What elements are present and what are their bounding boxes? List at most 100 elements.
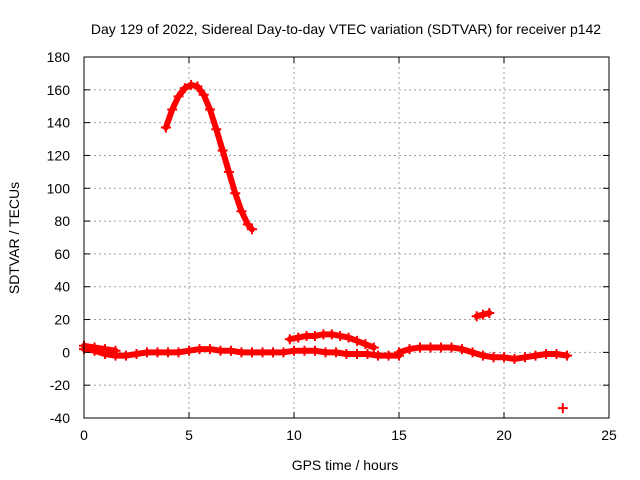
y-tick-label: 60 [54,246,70,262]
data-point [236,206,247,217]
y-tick-label: 120 [47,147,71,163]
data-point [198,89,209,100]
data-point [289,345,299,356]
series-arc-7 [488,349,572,364]
data-point [215,345,226,356]
series-trace [396,344,497,361]
data-point [284,334,295,345]
series-arc-2 [79,340,121,356]
y-tick-label: -40 [50,410,70,426]
data-point [520,352,530,363]
y-tick-label: 180 [47,49,71,65]
data-point [167,104,178,115]
data-point [173,347,184,358]
data-point [223,166,234,177]
x-tick-label: 20 [496,427,512,443]
data-point [467,347,478,358]
data-point [226,345,236,356]
data-point [160,122,171,133]
data-point [436,342,446,353]
series-arc-6 [471,307,495,322]
data-point [257,347,268,358]
data-point [278,347,289,358]
data-point [478,350,488,361]
plot-frame [83,56,610,419]
data-point [509,353,520,364]
data-point [192,81,203,92]
data-point [293,332,304,343]
y-tick-label: 0 [62,344,70,360]
data-point [341,349,352,360]
ticks: -40 -20 0 20 40 60 80 100 120 140 160 180 0 5 10 15 20 25 [47,49,617,443]
data-point [186,79,197,90]
x-tick-label: 10 [286,427,302,443]
data-layer [79,79,572,414]
data-point [488,352,499,363]
x-tick-label: 5 [185,427,193,443]
data-point [205,104,215,115]
series-arc-5 [394,342,499,363]
data-point [335,330,346,341]
data-point [320,347,331,358]
chart-title: Day 129 of 2022, Sidereal Day-to-day VTE… [91,21,601,37]
data-point [383,350,394,361]
x-axis-title: GPS time / hours [292,457,399,473]
data-point [326,329,337,340]
series-arc-3 [160,79,257,235]
data-point [131,349,142,360]
data-point [110,345,121,356]
data-point [299,345,310,356]
data-point [89,342,100,353]
series-arc-4 [284,329,379,353]
data-point [551,349,562,360]
data-point [121,350,131,361]
data-point [457,344,467,355]
data-point [499,352,509,363]
data-point [268,347,278,358]
data-point [194,344,205,355]
y-tick-label: -20 [50,377,70,393]
data-point [230,188,241,199]
y-tick-label: 20 [54,312,70,328]
data-point [142,347,152,358]
data-point [562,350,572,361]
data-point [152,347,163,358]
data-point [211,124,222,135]
data-point [331,347,341,358]
x-tick-label: 15 [391,427,407,443]
data-point [179,83,190,94]
data-point [310,345,320,356]
data-point [318,329,329,340]
y-tick-label: 40 [54,279,70,295]
data-point [236,347,247,358]
data-point [530,350,541,361]
data-point [394,347,404,358]
data-point [184,345,194,356]
y-tick-label: 140 [47,115,71,131]
data-point [362,349,373,360]
x-tick-label: 0 [80,427,88,443]
y-tick-label: 100 [47,180,71,196]
y-tick-label: 80 [54,213,70,229]
data-point [301,330,312,341]
data-point [557,403,568,414]
data-point [217,145,228,156]
data-point [541,349,551,360]
data-point [352,335,362,346]
data-point [404,344,415,355]
data-point [205,344,215,355]
x-tick-label: 25 [601,427,617,443]
series-trace [81,342,119,354]
data-point [373,350,383,361]
data-point [415,342,425,353]
data-point [352,349,362,360]
y-axis-title: SDTVAR / TECUs [6,182,22,294]
data-point [343,332,354,343]
data-point [163,347,173,358]
data-point [446,342,457,353]
data-point [100,344,110,355]
data-point [247,224,257,235]
data-point [425,342,436,353]
